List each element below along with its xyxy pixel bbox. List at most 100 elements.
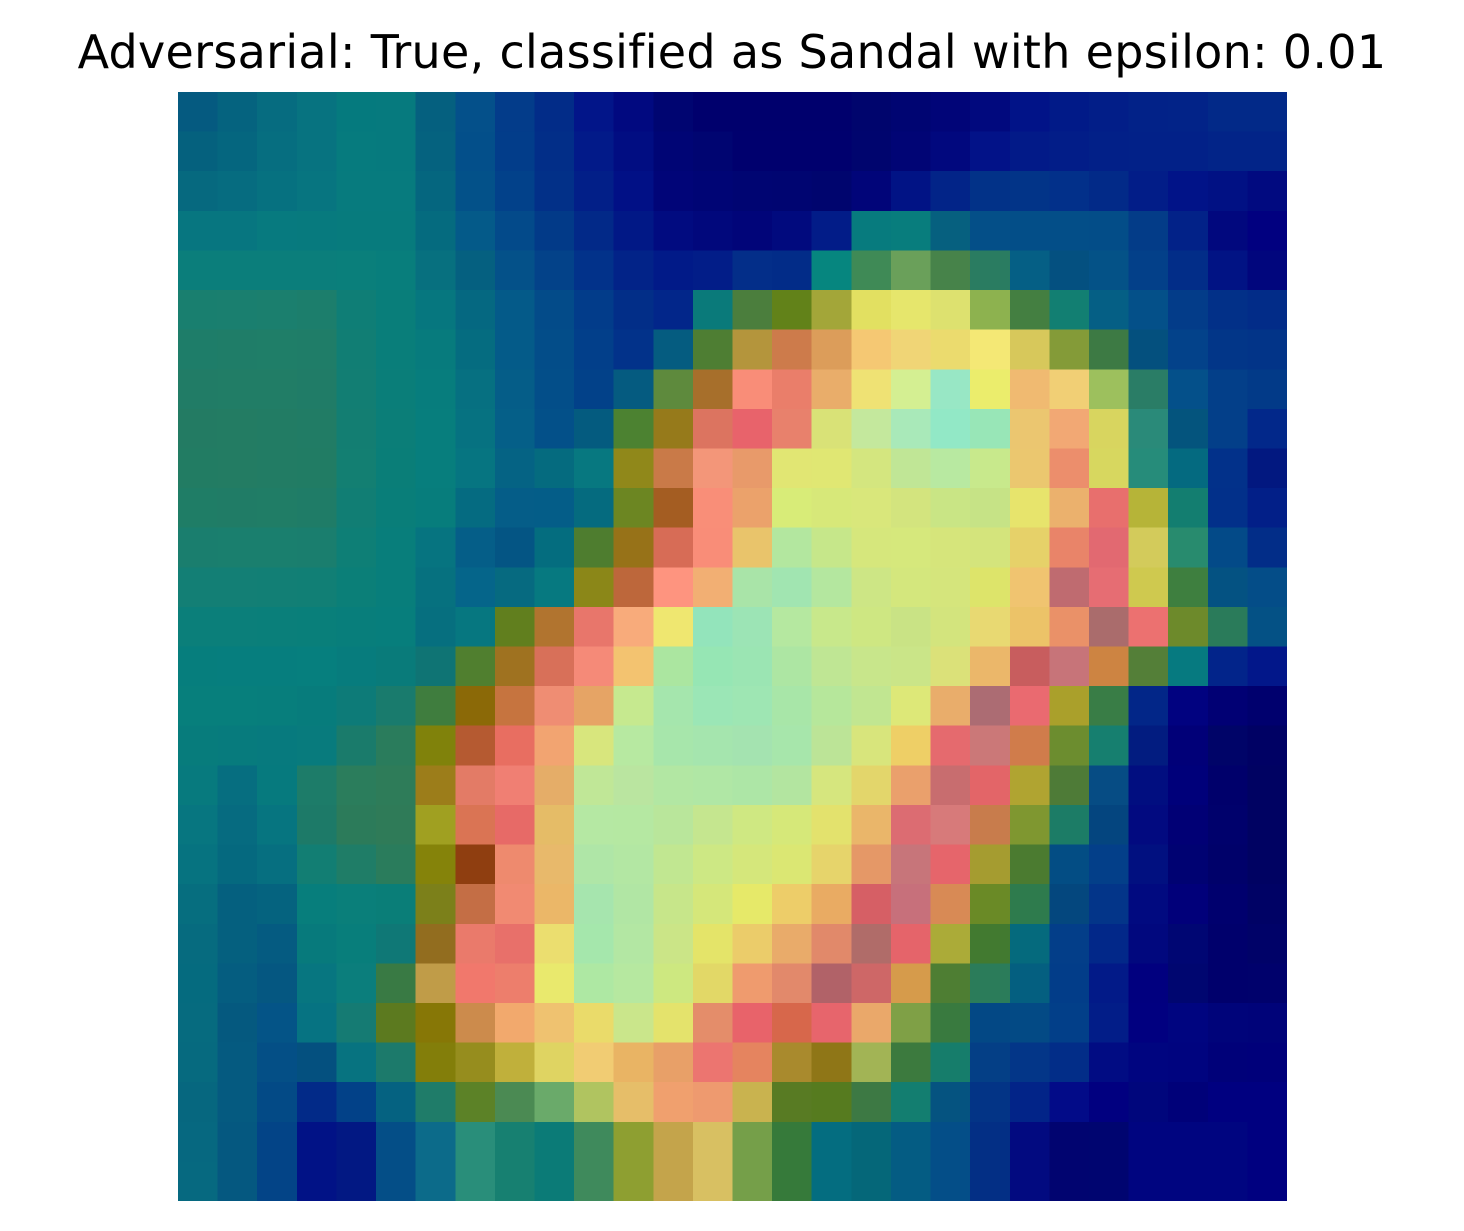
heatmap-pixel: [772, 1042, 813, 1083]
heatmap-pixel: [811, 369, 853, 410]
heatmap-pixel: [217, 686, 259, 727]
heatmap-pixel: [1207, 1002, 1249, 1044]
heatmap-pixel: [257, 131, 298, 173]
heatmap-pixel: [1207, 646, 1249, 687]
heatmap-pixel: [1128, 131, 1169, 173]
heatmap-pixel: [732, 329, 773, 371]
heatmap-pixel: [1247, 131, 1287, 173]
heatmap-pixel: [376, 210, 417, 252]
heatmap-pixel: [494, 884, 536, 925]
heatmap-pixel: [1128, 765, 1169, 806]
heatmap-pixel: [217, 923, 259, 965]
heatmap-pixel: [574, 290, 615, 331]
heatmap-pixel: [772, 606, 813, 648]
heatmap-pixel: [1088, 408, 1130, 450]
heatmap-pixel: [376, 408, 417, 450]
heatmap-pixel: [653, 1042, 694, 1083]
heatmap-pixel: [613, 686, 655, 727]
heatmap-pixel: [890, 92, 932, 133]
heatmap-pixel: [257, 1121, 298, 1163]
heatmap-pixel: [336, 290, 377, 331]
heatmap-pixel: [494, 1161, 536, 1201]
heatmap-pixel: [376, 963, 417, 1004]
heatmap-pixel: [653, 923, 694, 965]
heatmap-pixel: [1128, 1002, 1169, 1044]
heatmap-pixel: [811, 844, 853, 885]
heatmap-pixel: [534, 765, 575, 806]
heatmap-pixel: [772, 844, 813, 885]
heatmap-pixel: [296, 686, 338, 727]
heatmap-pixel: [851, 844, 892, 885]
heatmap-pixel: [415, 804, 457, 846]
heatmap-pixel: [1128, 646, 1169, 687]
heatmap-pixel: [376, 290, 417, 331]
heatmap-pixel: [890, 448, 932, 489]
heatmap-pixel: [653, 686, 694, 727]
heatmap-pixel: [1168, 369, 1209, 410]
heatmap-pixel: [1009, 963, 1051, 1004]
heatmap-pixel: [930, 408, 971, 450]
heatmap-pixel: [376, 92, 417, 133]
heatmap-pixel: [653, 488, 694, 529]
heatmap-pixel: [1247, 804, 1287, 846]
heatmap-pixel: [296, 408, 338, 450]
heatmap-pixel: [257, 329, 298, 371]
heatmap-pixel: [692, 1082, 734, 1123]
heatmap-pixel: [257, 1161, 298, 1201]
heatmap-pixel: [653, 131, 694, 173]
heatmap-pixel: [1049, 725, 1090, 767]
heatmap-pixel: [178, 923, 219, 965]
heatmap-pixel: [1009, 290, 1051, 331]
heatmap-pixel: [574, 131, 615, 173]
heatmap-pixel: [1128, 963, 1169, 1004]
heatmap-pixel: [732, 488, 773, 529]
heatmap-pixel: [415, 250, 457, 291]
adversarial-heatmap-image: [178, 92, 1287, 1201]
heatmap-pixel: [851, 1042, 892, 1083]
heatmap-pixel: [534, 686, 575, 727]
heatmap-pixel: [653, 567, 694, 608]
heatmap-pixel: [613, 844, 655, 885]
heatmap-pixel: [534, 725, 575, 767]
heatmap-pixel: [1207, 250, 1249, 291]
heatmap-pixel: [1009, 408, 1051, 450]
heatmap-pixel: [336, 329, 377, 371]
heatmap-pixel: [613, 527, 655, 569]
heatmap-pixel: [1009, 804, 1051, 846]
heatmap-pixel: [178, 250, 219, 291]
heatmap-pixel: [1088, 884, 1130, 925]
heatmap-pixel: [1088, 606, 1130, 648]
heatmap-pixel: [1009, 329, 1051, 371]
heatmap-pixel: [1207, 527, 1249, 569]
heatmap-pixel: [851, 686, 892, 727]
heatmap-pixel: [613, 1042, 655, 1083]
heatmap-pixel: [257, 171, 298, 212]
heatmap-pixel: [613, 884, 655, 925]
heatmap-pixel: [653, 1002, 694, 1044]
heatmap-pixel: [613, 1121, 655, 1163]
heatmap-pixel: [890, 210, 932, 252]
heatmap-pixel: [772, 1002, 813, 1044]
heatmap-pixel: [613, 171, 655, 212]
heatmap-pixel: [217, 210, 259, 252]
heatmap-pixel: [494, 1121, 536, 1163]
heatmap-pixel: [1009, 250, 1051, 291]
heatmap-pixel: [1128, 686, 1169, 727]
heatmap-pixel: [930, 804, 971, 846]
heatmap-pixel: [1168, 210, 1209, 252]
heatmap-pixel: [1049, 567, 1090, 608]
heatmap-pixel: [970, 1002, 1011, 1044]
heatmap-pixel: [732, 567, 773, 608]
heatmap-pixel: [178, 884, 219, 925]
heatmap-pixel: [494, 408, 536, 450]
heatmap-pixel: [494, 844, 536, 885]
heatmap-pixel: [1207, 923, 1249, 965]
heatmap-pixel: [257, 686, 298, 727]
heatmap-pixel: [376, 804, 417, 846]
heatmap-pixel: [772, 1161, 813, 1201]
heatmap-pixel: [534, 567, 575, 608]
heatmap-pixel: [494, 527, 536, 569]
heatmap-pixel: [455, 963, 496, 1004]
heatmap-pixel: [970, 923, 1011, 965]
heatmap-pixel: [1009, 527, 1051, 569]
